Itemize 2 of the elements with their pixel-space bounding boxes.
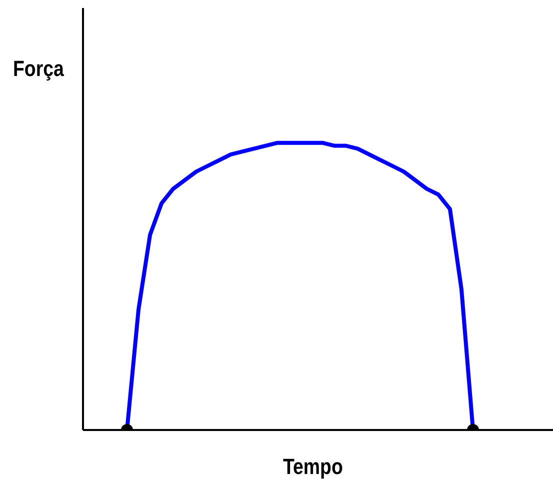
x-axis-title: Tempo [283,454,343,480]
y-axis-title: Força [13,56,64,82]
